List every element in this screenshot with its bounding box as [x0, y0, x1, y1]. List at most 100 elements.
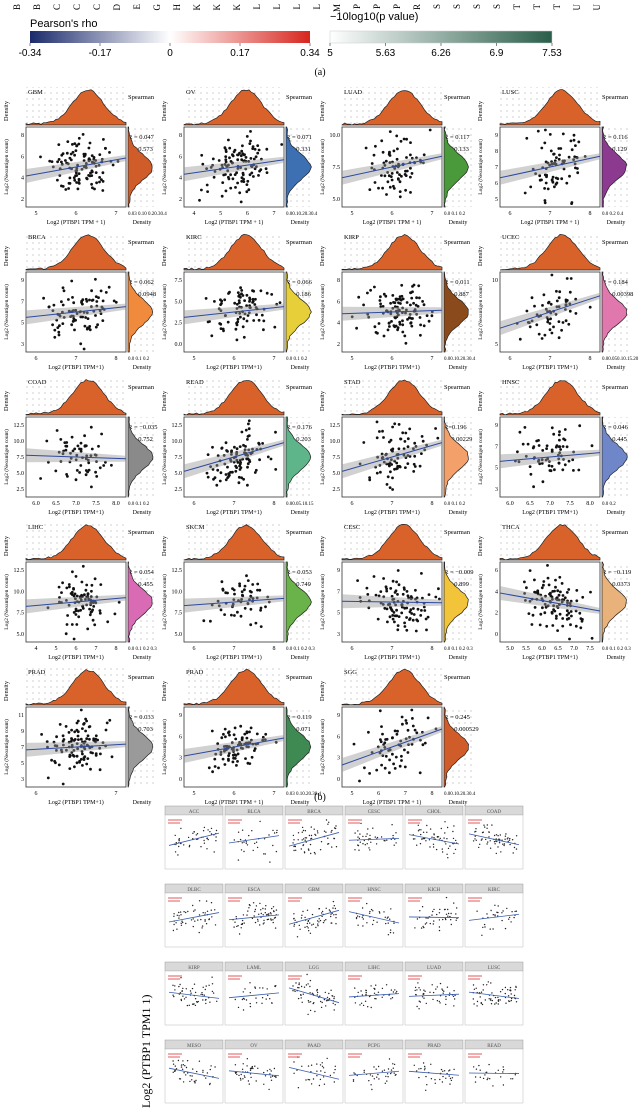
data-point [397, 423, 401, 426]
bottom-point [297, 1087, 300, 1089]
bottom-point [202, 986, 204, 988]
data-point [384, 738, 387, 741]
data-point [47, 460, 50, 464]
bottom-point [216, 1000, 218, 1002]
bottom-facet-chol: CHOL [404, 805, 464, 870]
data-point [388, 325, 391, 328]
data-point [537, 439, 540, 442]
data-point [393, 729, 397, 733]
data-point [414, 445, 418, 448]
bottom-point [209, 1001, 211, 1003]
data-point [403, 440, 407, 443]
data-point [243, 732, 247, 736]
data-point [568, 290, 572, 294]
bottom-point [482, 989, 484, 991]
data-point [572, 158, 575, 162]
bottom-point [325, 831, 327, 833]
data-point [386, 180, 390, 184]
bottom-point [263, 838, 266, 840]
data-point [524, 599, 527, 602]
data-point [45, 439, 49, 443]
data-point [90, 182, 93, 186]
data-point [388, 461, 392, 465]
bottom-point [215, 840, 217, 842]
bottom-point [333, 1009, 335, 1011]
data-point [48, 159, 52, 163]
data-point [531, 613, 535, 617]
data-point [546, 187, 550, 191]
data-point [543, 602, 547, 606]
bottom-point [509, 843, 511, 846]
bottom-point [414, 838, 416, 840]
data-point [402, 447, 406, 451]
data-point [101, 171, 105, 175]
bottom-point [210, 1065, 212, 1067]
data-point [553, 159, 557, 163]
bottom-point [254, 921, 257, 924]
cancer-type-label: P [352, 4, 362, 9]
data-point [257, 318, 261, 322]
density-axis-label: Density [3, 245, 10, 266]
bottom-point [366, 902, 368, 905]
data-point [79, 449, 83, 453]
data-point [207, 766, 211, 770]
bottom-point [433, 837, 435, 839]
data-point [567, 155, 571, 159]
data-point [97, 444, 100, 448]
bottom-point [444, 821, 446, 823]
data-point [247, 311, 251, 315]
y-tick-label: 8 [337, 278, 340, 284]
bottom-point [335, 923, 337, 925]
data-point [373, 285, 376, 289]
bottom-point [241, 842, 243, 844]
y-tick-label: 5.0 [333, 471, 341, 477]
bottom-point [334, 1004, 336, 1006]
density-axis-label: Density [477, 390, 484, 411]
data-point [76, 444, 80, 448]
data-point [245, 135, 249, 138]
data-point [90, 589, 93, 593]
bottom-point [249, 1069, 252, 1072]
density-label: Density [291, 655, 310, 661]
data-point [388, 130, 392, 134]
bottom-point [364, 1000, 367, 1002]
bottom-point [316, 1070, 318, 1072]
bottom-point [370, 908, 373, 911]
bottom-point [304, 926, 306, 928]
data-point [101, 741, 105, 744]
bottom-point [396, 990, 398, 993]
p-ticks: 5 5.63 6.26 6.9 7.53 [327, 43, 562, 59]
data-point [240, 149, 244, 153]
data-point [434, 427, 437, 430]
bottom-point [323, 830, 326, 832]
bottom-point [502, 1066, 504, 1068]
bottom-point [195, 834, 197, 836]
bottom-point [438, 912, 441, 914]
data-point [574, 624, 578, 628]
data-point [246, 179, 250, 183]
data-point [438, 597, 441, 601]
data-point [211, 157, 215, 161]
data-point [544, 594, 547, 598]
data-point [73, 153, 76, 157]
data-point [551, 597, 554, 601]
data-point [544, 458, 548, 462]
data-point [378, 463, 382, 467]
y-tick-label: 2.5 [333, 487, 341, 493]
bottom-point [446, 826, 449, 829]
bottom-point [479, 1076, 481, 1079]
data-point [64, 188, 68, 191]
bottom-point [373, 987, 375, 990]
bottom-point [331, 829, 333, 832]
bottom-point [189, 1075, 191, 1077]
bottom-point [453, 1068, 455, 1071]
data-point [256, 582, 260, 586]
y-axis-label: Log2 (Neoantigen count) [3, 139, 10, 195]
bottom-facet-lusc: LUSC [464, 961, 524, 1026]
data-point [397, 308, 401, 312]
data-point [421, 596, 424, 600]
bottom-facet-brca: BRCA [284, 805, 344, 870]
bottom-point [253, 915, 255, 917]
data-point [376, 455, 379, 459]
data-point [389, 175, 393, 179]
